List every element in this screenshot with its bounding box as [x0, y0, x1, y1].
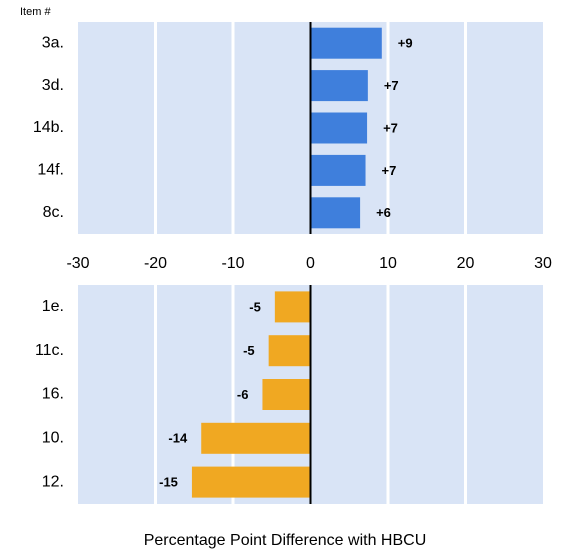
bar: [310, 197, 361, 229]
data-label: -15: [159, 475, 178, 490]
bar: [201, 422, 311, 454]
data-label: +9: [398, 36, 413, 51]
y-tick-label: 3a.: [42, 34, 64, 51]
x-tick-label: 20: [457, 255, 475, 272]
data-label: -5: [243, 343, 255, 358]
x-tick-label: -30: [66, 255, 89, 272]
data-label: -14: [168, 431, 188, 446]
bar: [268, 335, 311, 367]
item-header: Item #: [20, 6, 51, 18]
x-tick-label: 30: [534, 255, 552, 272]
data-label: -6: [237, 387, 249, 402]
y-tick-label: 11c.: [35, 342, 64, 359]
y-tick-label: 3d.: [42, 77, 64, 94]
bar: [191, 466, 311, 498]
y-tick-label: 1e.: [42, 298, 64, 315]
bar: [274, 291, 311, 323]
y-tick-label: 10.: [42, 430, 64, 447]
x-axis-title: Percentage Point Difference with HBCU: [144, 532, 427, 549]
y-tick-label: 14b.: [33, 119, 64, 136]
bar: [310, 154, 366, 186]
y-tick-label: 8c.: [43, 204, 64, 221]
bar: [310, 27, 382, 59]
bar: [262, 379, 311, 410]
x-tick-label: -20: [144, 255, 167, 272]
data-label: +6: [376, 205, 391, 220]
data-label: +7: [383, 120, 398, 135]
data-label: +7: [382, 163, 397, 178]
x-tick-label: -10: [221, 255, 244, 272]
data-label: -5: [249, 299, 261, 314]
x-tick-label: 10: [379, 255, 397, 272]
data-label: +7: [384, 78, 399, 93]
y-tick-label: 12.: [42, 473, 64, 490]
y-tick-label: 14f.: [37, 162, 64, 179]
x-tick-label: 0: [306, 255, 315, 272]
y-tick-label: 16.: [42, 386, 64, 403]
bar: [310, 70, 368, 102]
bar: [310, 112, 368, 144]
